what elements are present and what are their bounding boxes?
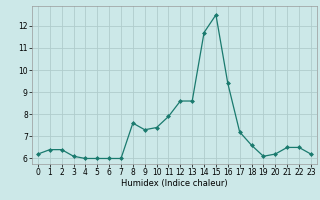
X-axis label: Humidex (Indice chaleur): Humidex (Indice chaleur) [121, 179, 228, 188]
